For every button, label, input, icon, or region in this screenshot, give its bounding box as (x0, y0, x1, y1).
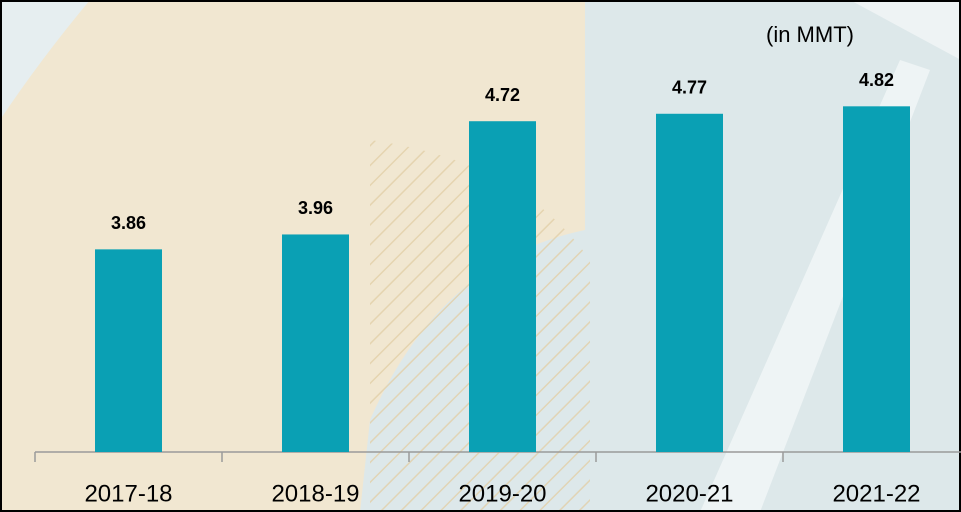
x-tick-label: 2020-21 (645, 480, 733, 507)
background-shape (850, 0, 961, 60)
bar (95, 249, 162, 452)
annotation: (in MMT) (766, 22, 854, 47)
x-tick-label: 2017-18 (84, 480, 172, 507)
bar (469, 121, 536, 452)
value-label: 3.96 (298, 198, 333, 218)
bar (843, 106, 910, 452)
value-label: 4.72 (485, 85, 520, 105)
x-tick-label: 2019-20 (458, 480, 546, 507)
x-tick-label: 2021-22 (832, 480, 920, 507)
value-label: 4.82 (859, 70, 894, 90)
bar (656, 113, 723, 453)
bar (282, 234, 349, 452)
value-label: 3.86 (111, 213, 146, 233)
x-tick-label: 2018-19 (271, 480, 359, 507)
background-shape (0, 0, 90, 120)
value-label: 4.77 (672, 78, 707, 98)
